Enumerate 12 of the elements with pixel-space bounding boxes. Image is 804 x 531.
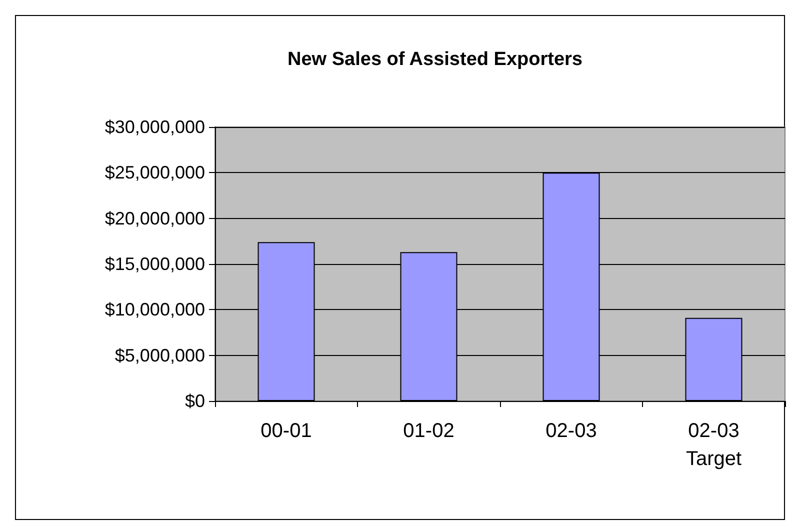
x-tick-label: 00-01 bbox=[260, 420, 312, 442]
x-tick-label: 01-02 bbox=[403, 420, 454, 442]
x-tick-label: 02-03 Target bbox=[686, 420, 742, 470]
x-tick-label: 02-03 bbox=[546, 420, 597, 442]
y-tick-label: $10,000,000 bbox=[104, 300, 205, 320]
y-tick-label: $30,000,000 bbox=[104, 117, 205, 137]
chart-title: New Sales of Assisted Exporters bbox=[288, 49, 582, 70]
y-tick-label: $0 bbox=[184, 391, 205, 411]
y-tick-label: $20,000,000 bbox=[104, 208, 205, 228]
y-tick-label: $15,000,000 bbox=[104, 254, 205, 274]
y-tick-label: $5,000,000 bbox=[114, 345, 205, 366]
y-tick-label: $25,000,000 bbox=[104, 162, 205, 183]
